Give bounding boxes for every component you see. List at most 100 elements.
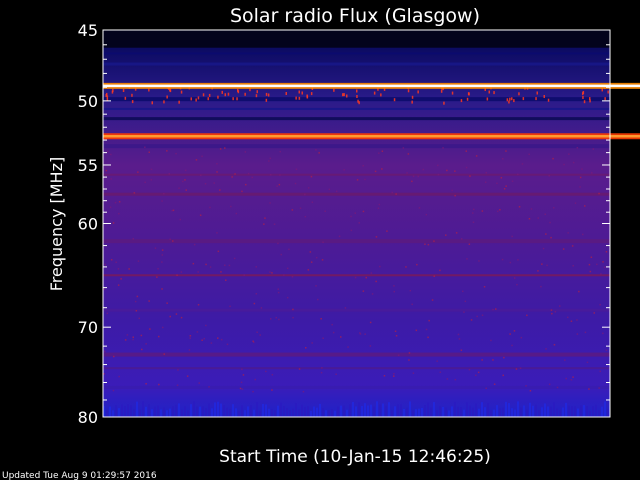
speckle: [228, 264, 231, 267]
speckle: [131, 93, 133, 97]
y-tick-label: 80: [78, 408, 98, 427]
noise-column: [496, 405, 498, 417]
speckle: [521, 163, 524, 165]
speckle: [477, 371, 480, 374]
speckle: [197, 271, 199, 273]
noise-column: [490, 410, 492, 417]
speckle: [210, 342, 213, 344]
speckle: [131, 100, 134, 104]
speckle: [277, 242, 279, 245]
speckle: [265, 92, 268, 96]
speckle: [371, 293, 374, 295]
speckle: [216, 163, 218, 165]
noise-column: [283, 406, 285, 417]
speckle: [292, 308, 294, 311]
speckle: [179, 218, 181, 221]
spectral-band: [103, 117, 610, 121]
plot-area: [103, 30, 610, 417]
speckle: [540, 285, 542, 288]
speckle: [451, 189, 453, 192]
speckle: [151, 101, 153, 105]
speckle: [493, 91, 495, 95]
noise-column: [514, 409, 516, 417]
speckle: [374, 170, 377, 173]
noise-column: [166, 410, 168, 417]
noise-column: [253, 409, 255, 417]
speckle: [197, 304, 200, 306]
speckle: [315, 285, 317, 287]
noise-column: [385, 405, 387, 417]
speckle: [526, 314, 528, 317]
speckle: [362, 290, 365, 292]
speckle: [513, 330, 516, 332]
speckle: [213, 182, 215, 184]
speckle: [497, 210, 499, 213]
speckle: [144, 146, 146, 148]
noise-column: [346, 409, 348, 417]
speckle: [305, 347, 307, 349]
noise-column: [472, 407, 474, 417]
speckle: [295, 96, 297, 100]
speckle: [184, 169, 187, 172]
noise-column: [208, 403, 210, 417]
speckle: [236, 97, 238, 101]
speckle: [161, 288, 163, 290]
speckle: [394, 330, 397, 332]
speckle: [536, 91, 538, 95]
noise-column: [328, 410, 330, 417]
speckle: [115, 261, 117, 263]
speckle: [513, 99, 515, 103]
noise-column: [520, 407, 522, 417]
speckle: [201, 339, 203, 341]
speckle: [433, 275, 435, 277]
speckle: [288, 248, 290, 251]
speckle: [219, 148, 222, 150]
speckle: [176, 274, 178, 276]
speckle: [466, 97, 469, 101]
noise-column: [364, 403, 366, 417]
speckle: [103, 373, 105, 375]
speckle: [232, 97, 234, 101]
speckle: [354, 276, 357, 279]
noise-column: [193, 401, 195, 417]
speckle: [343, 93, 345, 97]
speckle: [411, 100, 413, 104]
speckle: [520, 336, 523, 339]
speckle: [528, 153, 530, 156]
speckle: [383, 375, 386, 377]
speckle: [145, 383, 147, 385]
speckle: [443, 101, 445, 105]
noise-column: [493, 409, 495, 417]
speckle: [178, 100, 180, 104]
y-axis: 45 50 55 60 70 80: [78, 21, 610, 427]
speckle: [478, 260, 480, 262]
speckle: [189, 337, 191, 339]
speckle: [518, 206, 521, 208]
noise-column: [481, 402, 483, 417]
speckle: [220, 271, 222, 273]
speckle: [605, 349, 608, 351]
y-tick-label: 60: [78, 215, 98, 234]
speckle: [162, 326, 164, 329]
speckle: [589, 97, 591, 101]
speckle: [180, 271, 183, 273]
speckle: [291, 276, 294, 278]
speckle: [582, 233, 584, 236]
speckle: [166, 302, 168, 304]
speckle: [317, 298, 319, 301]
speckle: [553, 207, 555, 209]
speckle: [217, 250, 220, 253]
noise-column: [418, 408, 420, 417]
speckle: [291, 209, 294, 211]
noise-column: [406, 407, 408, 417]
speckle: [255, 94, 258, 98]
speckle: [378, 152, 380, 154]
speckle: [271, 272, 273, 274]
speckle: [275, 316, 277, 319]
speckle: [528, 218, 531, 220]
speckle: [134, 87, 137, 91]
noise-column: [178, 403, 180, 417]
noise-column: [544, 403, 546, 417]
speckle: [437, 164, 439, 167]
noise-column: [115, 405, 117, 417]
